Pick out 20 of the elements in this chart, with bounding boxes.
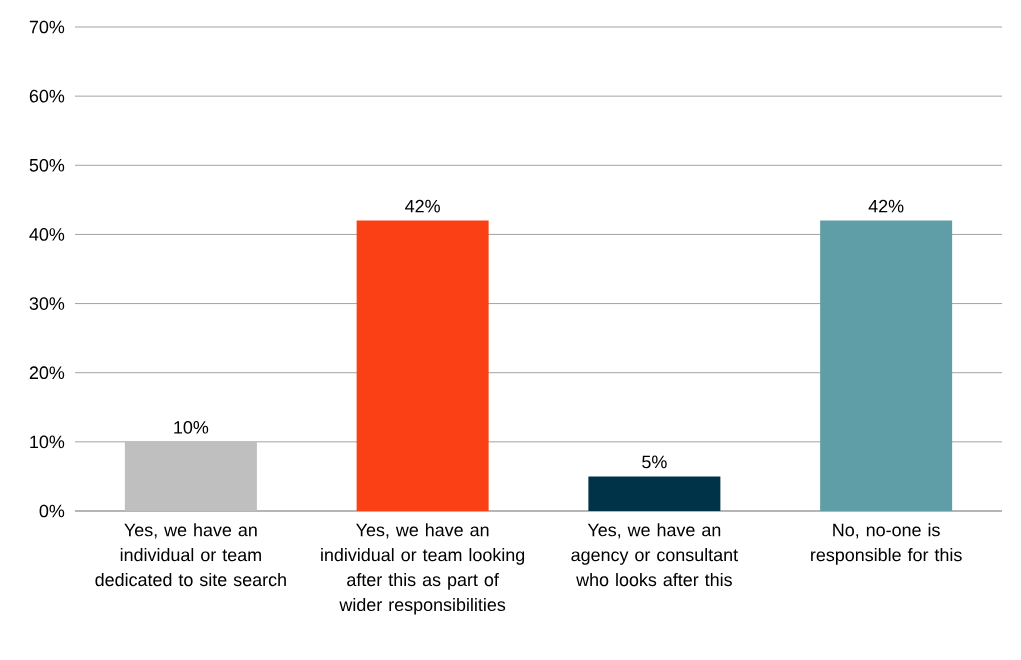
bar <box>124 441 257 511</box>
y-tick-label: 40% <box>29 228 65 241</box>
y-tick-label: 30% <box>29 297 65 310</box>
data-label: 10% <box>174 420 209 434</box>
x-tick-label: No, no-one is responsible for this <box>811 523 962 565</box>
y-tick-label: 0% <box>39 504 65 518</box>
y-tick-label: 10% <box>30 435 65 449</box>
x-tick-label: Yes, we have an individual or team looking after this as part of wider responsibilities <box>321 523 525 615</box>
bar <box>820 220 953 511</box>
y-tick-label: 50% <box>29 158 65 172</box>
data-label: 42% <box>405 199 440 213</box>
bar <box>356 220 489 511</box>
y-tick-label: 20% <box>29 366 65 380</box>
x-tick-label: Yes, we have an agency or consultant who looks after this <box>571 523 738 587</box>
x-tick-label: Yes, we have an individual or team dedicated to site search <box>95 523 286 587</box>
data-label: 5% <box>642 455 667 469</box>
y-tick-label: 60% <box>29 89 65 103</box>
y-tick-label: 70% <box>29 20 65 34</box>
bar <box>588 476 721 511</box>
data-label: 42% <box>868 199 904 213</box>
